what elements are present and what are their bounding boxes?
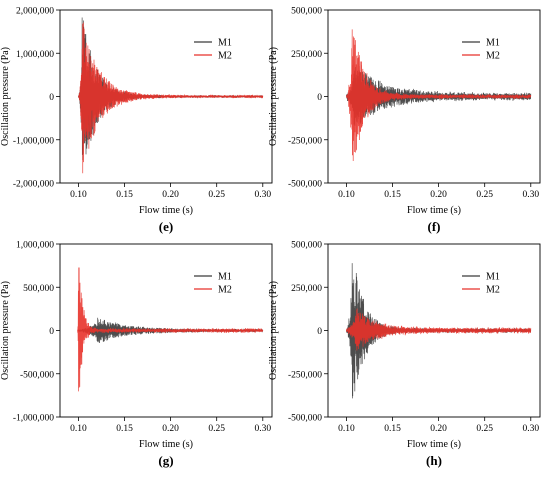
- y-tick-label: 250,000: [291, 50, 322, 60]
- series-line-m1: [346, 67, 532, 126]
- y-tick-label: 0: [317, 327, 322, 337]
- y-tick-label: -250,000: [288, 370, 322, 380]
- y-tick-label: 2,000,000: [16, 7, 54, 17]
- x-tick-label: 0.15: [384, 190, 401, 200]
- x-tick-label: 0.10: [338, 424, 355, 434]
- x-tick-label: 0.10: [70, 190, 87, 200]
- panel-label: (g): [158, 453, 173, 468]
- legend-label-m2: M2: [486, 285, 500, 296]
- legend-label-m1: M1: [486, 38, 500, 49]
- x-tick-label: 0.30: [522, 424, 539, 434]
- traces: [78, 17, 264, 174]
- y-tick-label: -1,000,000: [13, 414, 54, 424]
- y-axis-label: Oscillation pressure (Pa): [268, 281, 279, 380]
- x-tick-label: 0.25: [208, 190, 225, 200]
- y-tick-label: 1,000,000: [16, 50, 54, 60]
- legend-label-m1: M1: [218, 38, 232, 49]
- legend-label-m2: M2: [218, 285, 232, 296]
- x-axis-label: Flow time (s): [139, 205, 193, 216]
- y-tick-label: -2,000,000: [13, 180, 54, 190]
- x-tick-label: 0.30: [254, 424, 271, 434]
- x-axis-label: Flow time (s): [407, 205, 461, 216]
- x-tick-label: 0.20: [430, 190, 447, 200]
- panel-label: (f): [428, 219, 441, 234]
- y-tick-label: 1,000,000: [16, 241, 54, 251]
- x-tick-label: 0.25: [476, 190, 493, 200]
- y-tick-label: 250,000: [291, 284, 322, 294]
- x-tick-label: 0.25: [208, 424, 225, 434]
- y-tick-label: -1,000,000: [13, 136, 54, 146]
- panel-f: 0.10 0.15 0.20 0.25 0.30 -500,000 -250,000 0 250…: [268, 7, 541, 234]
- traces: [346, 29, 532, 161]
- x-tick-label: 0.10: [70, 424, 87, 434]
- x-tick-label: 0.15: [116, 424, 133, 434]
- y-tick-label: 500,000: [23, 284, 54, 294]
- x-tick-label: 0.15: [116, 190, 133, 200]
- x-tick-label: 0.15: [384, 424, 401, 434]
- panel-h: 0.10 0.15 0.20 0.25 0.30 -500,000 -250,000 0 250…: [268, 241, 541, 468]
- legend-label-m2: M2: [486, 51, 500, 62]
- x-axis-label: Flow time (s): [407, 439, 461, 450]
- x-axis-label: Flow time (s): [139, 439, 193, 450]
- legend-label-m1: M1: [486, 272, 500, 283]
- series-line-m2: [78, 22, 264, 174]
- series-line-m2: [346, 29, 532, 161]
- legend-label-m2: M2: [218, 51, 232, 62]
- traces: [346, 263, 532, 399]
- series-line-m2: [346, 308, 532, 351]
- panel-g: 0.10 0.15 0.20 0.25 0.30 -1,000,000 -500,000 0 5…: [0, 241, 273, 468]
- legend-label-m1: M1: [218, 272, 232, 283]
- x-tick-label: 0.20: [162, 190, 179, 200]
- x-tick-label: 0.25: [476, 424, 493, 434]
- y-tick-label: -500,000: [288, 180, 322, 190]
- y-tick-label: 500,000: [291, 241, 322, 251]
- y-tick-label: -500,000: [20, 370, 54, 380]
- x-tick-label: 0.20: [162, 424, 179, 434]
- y-tick-label: 500,000: [291, 7, 322, 17]
- x-tick-label: 0.10: [338, 190, 355, 200]
- x-tick-label: 0.30: [522, 190, 539, 200]
- panel-label: (e): [159, 219, 173, 234]
- y-axis-label: Oscillation pressure (Pa): [0, 47, 11, 146]
- x-tick-label: 0.20: [430, 424, 447, 434]
- panel-label: (h): [426, 453, 442, 468]
- panel-e: 0.10 0.15 0.20 0.25 0.30 -2,000,000 -1,000,000…: [0, 7, 273, 234]
- y-tick-label: 0: [49, 93, 54, 103]
- traces: [77, 267, 264, 392]
- y-axis-label: Oscillation pressure (Pa): [268, 47, 279, 146]
- series-line-m2: [77, 267, 264, 392]
- y-tick-label: 0: [49, 327, 54, 337]
- y-tick-label: -250,000: [288, 136, 322, 146]
- y-tick-label: -500,000: [288, 414, 322, 424]
- y-axis-label: Oscillation pressure (Pa): [0, 281, 11, 380]
- x-tick-label: 0.30: [254, 190, 271, 200]
- y-tick-label: 0: [317, 93, 322, 103]
